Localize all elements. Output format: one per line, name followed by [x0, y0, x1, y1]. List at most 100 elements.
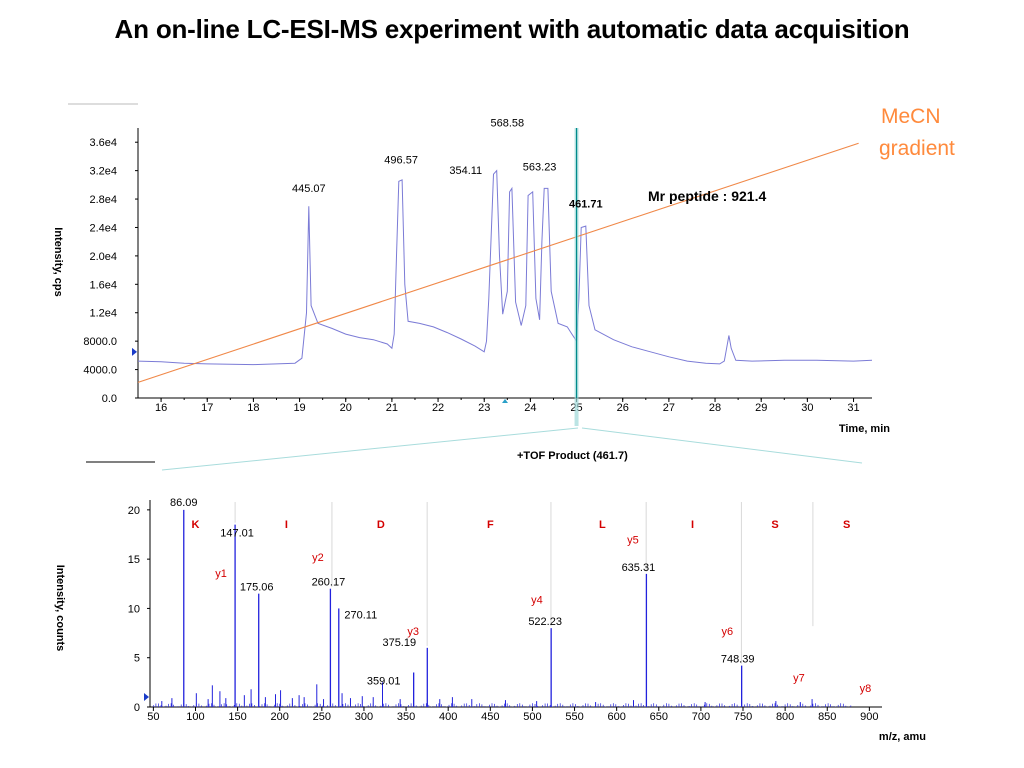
x-tick-label: 21 — [386, 402, 398, 414]
ion-label: y5 — [627, 534, 639, 546]
peak-mz-label: 260.17 — [312, 577, 346, 589]
gradient-label: gradient — [879, 137, 955, 160]
y-tick-label: 15 — [128, 554, 140, 566]
y-tick-label: 8000.0 — [83, 336, 117, 348]
x-tick-label: 22 — [432, 402, 444, 414]
spectrum-chart: 0 5 10 15 20 50 100 150 200 250 300 350 400 450 500 550… — [54, 461, 926, 743]
sequence-letter: L — [599, 519, 606, 531]
x-tick-label: 400 — [439, 711, 457, 723]
x-tick-label: 16 — [155, 402, 167, 414]
x-tick-label: 17 — [201, 402, 213, 414]
x-tick-label: 350 — [397, 711, 415, 723]
y-tick-label: 1.2e4 — [89, 308, 117, 320]
x-tick-label: 750 — [734, 711, 752, 723]
peak-mz-label: 270.11 — [344, 609, 377, 621]
ion-label: y8 — [860, 683, 872, 695]
baseline-noise — [153, 703, 852, 707]
mecn-label: MeCN — [881, 105, 941, 128]
x-tick-label: 600 — [607, 711, 625, 723]
sequence-letter: S — [843, 519, 850, 531]
peak-label: 563.23 — [523, 162, 557, 174]
zoom-connector-right — [581, 427, 863, 464]
chromatogram-trace — [137, 169, 873, 366]
x-tick-label: 18 — [247, 402, 259, 414]
y-axis-title: Intensity, counts — [54, 565, 66, 652]
sequence-letter: I — [691, 519, 694, 531]
x-tick-label: 700 — [692, 711, 710, 723]
x-tick-label: 800 — [776, 711, 794, 723]
x-tick-label: 29 — [755, 402, 767, 414]
x-cursor-icon — [502, 399, 508, 403]
y-tick-label: 1.6e4 — [89, 279, 117, 291]
x-tick-label: 50 — [147, 711, 159, 723]
peak-label: 461.71 — [569, 199, 603, 211]
ion-label: y2 — [312, 552, 324, 564]
x-tick-label: 550 — [565, 711, 583, 723]
x-tick-label: 24 — [524, 402, 536, 414]
y-tick-label: 2.8e4 — [89, 194, 117, 206]
tof-product-label: +TOF Product (461.7) — [517, 450, 628, 462]
y-tick-label: 5 — [134, 653, 140, 665]
x-tick-label: 26 — [617, 402, 629, 414]
mr-peptide-label: Mr peptide : 921.4 — [648, 188, 766, 204]
y-tick-label: 0.0 — [102, 393, 117, 405]
x-axis-title: m/z, amu — [879, 731, 926, 743]
zoom-connector-left — [161, 427, 579, 471]
x-axis-title: Time, min — [839, 423, 890, 435]
y-tick-label: 2.4e4 — [89, 222, 117, 234]
x-tick-label: 850 — [818, 711, 836, 723]
x-tick-label: 27 — [663, 402, 675, 414]
x-tick-label: 650 — [650, 711, 668, 723]
y-tick-label: 10 — [128, 603, 140, 615]
sequence-letter: S — [771, 519, 778, 531]
ion-label: y1 — [215, 568, 227, 580]
y-cursor-icon — [144, 693, 149, 701]
y-cursor-icon — [132, 347, 137, 356]
x-tick-label: 19 — [293, 402, 305, 414]
peak-mz-label: 175.06 — [240, 582, 274, 594]
y-tick-label: 3.2e4 — [89, 166, 117, 178]
y-tick-label: 2.0e4 — [89, 251, 117, 263]
peak-label: 354.11 — [449, 165, 482, 177]
x-tick-label: 250 — [313, 711, 331, 723]
chromatogram-chart: 0.0 4000.0 8000.0 1.2e4 1.6e4 2.0e4 2.4e4 2.8e4… — [52, 103, 890, 435]
ion-label: y7 — [793, 672, 805, 684]
x-tick-label: 100 — [186, 711, 204, 723]
x-tick-label: 300 — [355, 711, 373, 723]
ion-label: y4 — [531, 595, 543, 607]
peak-mz-label: 375.19 — [382, 637, 416, 649]
peak-mz-label: 635.31 — [622, 562, 656, 574]
ion-label: y6 — [722, 626, 734, 638]
sequence-letter: D — [377, 519, 385, 531]
peak-mz-label: 86.09 — [170, 497, 198, 509]
peak-mz-label: 147.01 — [220, 528, 254, 540]
slide-title: An on-line LC-ESI-MS experiment with aut… — [114, 14, 910, 44]
y-tick-label: 4000.0 — [83, 365, 117, 377]
ion-label: y3 — [407, 626, 419, 638]
y-tick-label: 0 — [134, 702, 140, 714]
x-tick-label: 200 — [271, 711, 289, 723]
decorations: MeCN gradient Mr peptide : 921.4 +TOF Produ… — [161, 105, 955, 471]
x-tick-label: 900 — [860, 711, 878, 723]
y-tick-label: 3.6e4 — [89, 137, 117, 149]
sequence-letter: F — [487, 519, 494, 531]
y-axis-title: Intensity, cps — [52, 227, 64, 296]
x-tick-label: 20 — [340, 402, 352, 414]
peak-label: 496.57 — [384, 155, 418, 167]
x-tick-label: 450 — [481, 711, 499, 723]
x-tick-label: 150 — [228, 711, 246, 723]
peak-mz-label: 748.39 — [721, 654, 755, 666]
x-tick-label: 500 — [523, 711, 541, 723]
x-tick-label: 23 — [478, 402, 490, 414]
peak-mz-label: 359.01 — [367, 676, 401, 688]
x-tick-label: 28 — [709, 402, 721, 414]
x-tick-label: 31 — [847, 402, 859, 414]
peak-mz-label: 522.23 — [528, 616, 562, 628]
mecn-gradient-line — [137, 142, 859, 383]
y-tick-label: 20 — [128, 505, 140, 517]
peak-label: 445.07 — [292, 183, 326, 195]
sequence-letter: I — [285, 519, 288, 531]
peak-label: 568.58 — [490, 118, 524, 130]
x-tick-label: 30 — [801, 402, 813, 414]
